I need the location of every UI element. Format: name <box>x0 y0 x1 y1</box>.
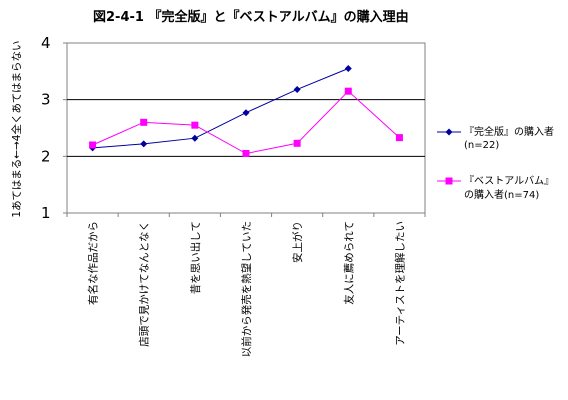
series-1-point <box>242 109 250 117</box>
plot-frame <box>66 42 426 214</box>
chart-title: 図2-4-1 『完全版』と『ベストアルバム』の購入理由 <box>93 9 409 25</box>
series-1-point <box>293 85 301 93</box>
legend-label-series-2-line2: の購入者(n=74) <box>464 188 539 201</box>
x-tick-label: アーティストを理解したい <box>393 221 406 346</box>
plot-area: 1 2 3 4 有名な作品だから 店頭で見かけてなんとなく 昔を思い出して 以前から発売を熱望… <box>41 34 426 357</box>
series-2-point <box>140 118 148 126</box>
x-tick-label: 以前から発売を熱望していた <box>240 221 253 357</box>
legend: 『完全版』の購入者 (n=22) 『ベストアルバム』 の購入者(n=74) <box>437 125 554 201</box>
legend-label-series-2: 『ベストアルバム』 <box>464 175 554 187</box>
y-tick-label: 2 <box>41 147 51 165</box>
series-1-point <box>140 140 148 148</box>
series-2-point <box>242 150 250 157</box>
legend-marker-series-1 <box>445 128 453 136</box>
y-axis-label: 1あてはまる←→4全くあてはまらない <box>10 40 23 217</box>
y-tick-label: 1 <box>41 204 51 222</box>
y-tick-label: 3 <box>41 91 51 109</box>
series-1-line <box>92 68 349 149</box>
legend-label-series-1: 『完全版』の購入者 <box>464 125 554 138</box>
x-tick-label: 店頭で見かけてなんとなく <box>138 221 151 347</box>
series-2-point <box>89 141 97 149</box>
series-2-point <box>191 121 199 129</box>
legend-marker-series-2 <box>445 177 453 185</box>
legend-label-series-1-line2: (n=22) <box>464 140 499 151</box>
x-tick-label: 昔を思い出して <box>189 221 202 294</box>
series-1-point <box>344 65 352 72</box>
x-tick-label: 安上がり <box>291 221 304 263</box>
series-2-point <box>395 134 403 142</box>
series-1-point <box>191 134 199 142</box>
series-2-point <box>293 139 301 147</box>
x-tick-label: 友人に薦められて <box>342 221 355 305</box>
series-2-point <box>344 87 352 95</box>
x-tick-label: 有名な作品だから <box>87 221 100 305</box>
y-tick-label: 4 <box>41 34 51 52</box>
